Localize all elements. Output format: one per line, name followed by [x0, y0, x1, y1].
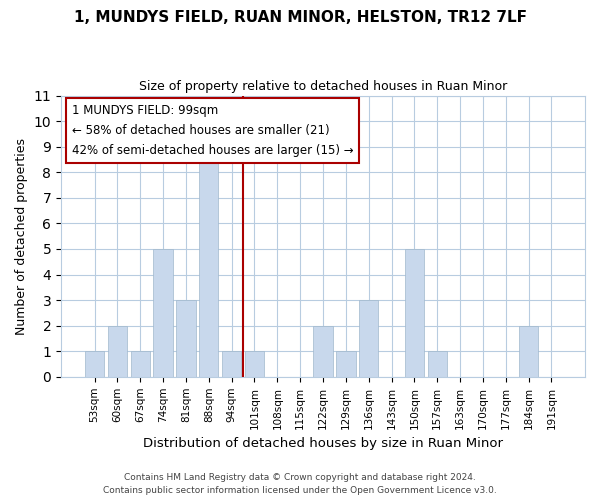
Bar [107, 326, 127, 377]
Bar [199, 146, 218, 377]
Y-axis label: Number of detached properties: Number of detached properties [15, 138, 28, 334]
Bar [85, 351, 104, 377]
Bar [176, 300, 196, 377]
Bar [154, 249, 173, 377]
Text: Contains HM Land Registry data © Crown copyright and database right 2024.
Contai: Contains HM Land Registry data © Crown c… [103, 474, 497, 495]
Bar [131, 351, 150, 377]
Bar [336, 351, 356, 377]
Bar [404, 249, 424, 377]
Bar [222, 351, 241, 377]
Bar [359, 300, 379, 377]
Title: Size of property relative to detached houses in Ruan Minor: Size of property relative to detached ho… [139, 80, 507, 93]
Text: 1 MUNDYS FIELD: 99sqm
← 58% of detached houses are smaller (21)
42% of semi-deta: 1 MUNDYS FIELD: 99sqm ← 58% of detached … [71, 104, 353, 157]
Bar [519, 326, 538, 377]
Bar [313, 326, 333, 377]
X-axis label: Distribution of detached houses by size in Ruan Minor: Distribution of detached houses by size … [143, 437, 503, 450]
Bar [428, 351, 447, 377]
Text: 1, MUNDYS FIELD, RUAN MINOR, HELSTON, TR12 7LF: 1, MUNDYS FIELD, RUAN MINOR, HELSTON, TR… [74, 10, 527, 25]
Bar [245, 351, 264, 377]
